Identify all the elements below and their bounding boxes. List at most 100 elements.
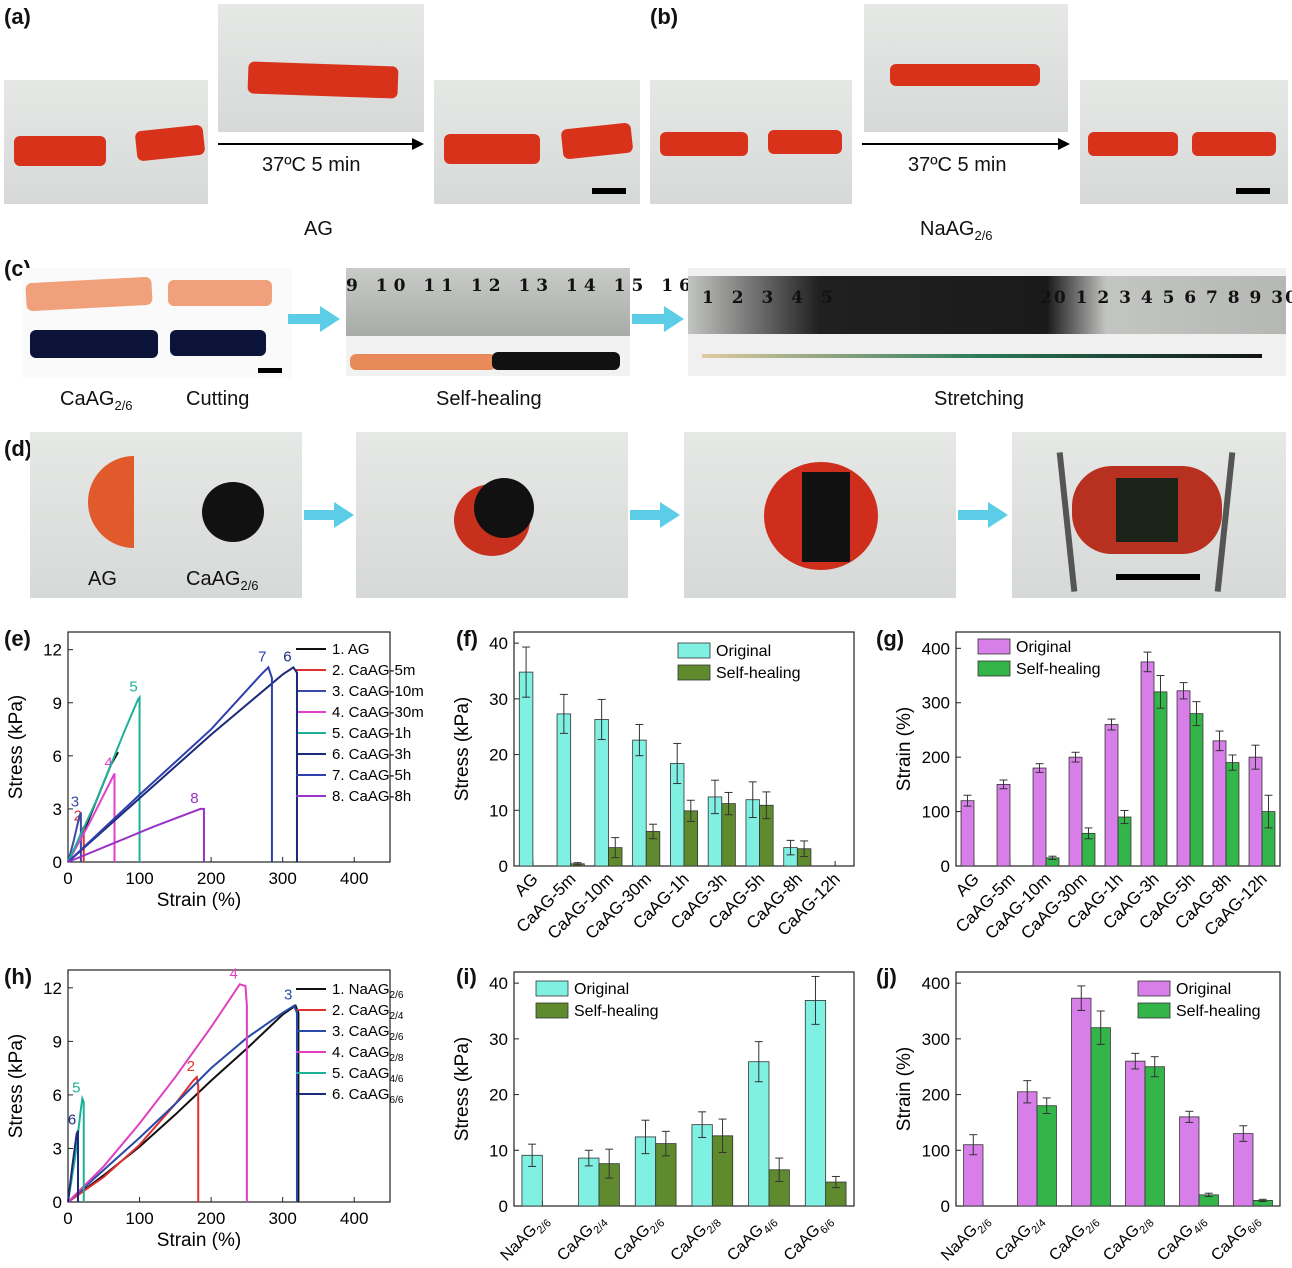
gel-healed [247,61,399,99]
series-line-3 [67,812,82,863]
caption-stretching: Stretching [934,388,1025,410]
series-tag: 3 [71,793,79,810]
legend-label: 4. CaAG2/8 [332,1044,404,1064]
gel-orange-piece [168,280,272,306]
y-tick-label: 0 [941,857,950,876]
series-line-6 [67,666,298,863]
y-tick-label: 3 [53,1139,62,1158]
y-tick-label: 40 [489,974,508,993]
bar-original [632,739,647,867]
photo-cutting [22,268,292,378]
y-tick-label: 400 [922,639,950,658]
y-tick-label: 12 [43,641,62,660]
x-category-label: CaAG6/6 [781,1211,837,1267]
legend-label: 5. CaAG4/6 [332,1065,404,1085]
y-axis-label: Strain (%) [894,707,915,791]
legend-swatch [677,664,711,681]
legend-label: 4. CaAG-30m [332,704,424,721]
y-tick-label: 10 [489,801,508,820]
y-tick-label: 9 [53,694,62,713]
photo-disc-halves: AG CaAG2/6 [30,432,302,598]
legend-swatch [1137,980,1171,997]
legend-label: 2. CaAG2/4 [332,1002,404,1022]
x-tick-label: 100 [125,1209,153,1228]
photo-naag-result [1080,80,1288,204]
gel-piece [768,130,842,154]
legend-label: 1. AG [332,641,370,658]
gel-half-disc [88,456,134,548]
gel-piece [14,136,106,166]
y-tick-label: 300 [922,694,950,713]
panel-label-g: (g) [876,626,905,651]
bar-original [1179,1116,1200,1207]
x-tick-label: 300 [268,1209,296,1228]
x-category-label: NaAG2/6 [938,1211,994,1267]
photo-naag-healed [864,4,1068,132]
y-tick-label: 20 [489,1086,508,1105]
x-tick-label: 300 [268,869,296,888]
photo-ag-cut [4,80,208,204]
caption-ag: AG [88,568,117,590]
gel-piece [560,122,634,160]
caption-caag: CaAG2/6 [60,388,133,413]
legend-label: Self-healing [1176,1003,1261,1020]
plot-frame [67,969,391,1203]
legend-label: 5. CaAG-1h [332,725,411,742]
x-category-label: CaAG6/6 [1208,1211,1264,1267]
legend-label: Self-healing [1016,661,1101,678]
y-tick-label: 0 [53,1193,62,1212]
y-tick-label: 30 [489,690,508,709]
series-tag: 2 [74,808,82,825]
x-category-label: CaAG2/4 [992,1211,1048,1267]
legend-label: 8. CaAG-8h [332,788,411,805]
series-line-4 [67,773,116,863]
ruler: 9 10 11 12 13 14 15 16 17 18 [346,268,786,336]
y-tick-label: 6 [53,1086,62,1105]
caption-self-healing: Self-healing [436,388,542,410]
series-tag: 5 [72,1079,80,1096]
bar-original [1212,740,1227,867]
legend-label: Self-healing [574,1003,659,1020]
y-tick-label: 40 [489,634,508,653]
bar-original [1017,1091,1038,1207]
panel-label-i: (i) [456,964,477,989]
legend-label: 6. CaAG-3h [332,746,411,763]
y-tick-label: 3 [53,800,62,819]
gel-piece [1088,132,1178,156]
legend-label: 6. CaAG6/6 [332,1086,404,1106]
cyan-arrow [632,306,684,332]
series-line-1 [67,1004,300,1203]
panel-label-d: (d) [4,436,33,461]
bar-original [1068,756,1083,867]
scale-bar [592,188,626,194]
x-category-label: CaAG2/6 [1046,1211,1102,1267]
plot-frame [955,971,1281,1207]
bar-original [556,713,572,867]
y-tick-label: 200 [922,748,950,767]
y-axis-label: Stress (kPa) [6,1034,27,1139]
bar-original [1140,661,1155,867]
y-axis-label: Stress (kPa) [452,697,473,802]
series-tag: 4 [104,755,112,772]
scale-bar [1236,188,1270,194]
gel-dark-center [802,472,850,562]
x-tick-label: 400 [340,1209,368,1228]
x-category-label: CaAG4/6 [1154,1211,1210,1267]
series-line-5 [67,694,141,863]
legend-swatch [977,638,1011,655]
y-tick-label: 30 [489,1030,508,1049]
bar-self-healing [1189,713,1204,867]
series-tag: 2 [187,1058,195,1075]
bar-original [1104,724,1119,867]
cyan-arrow [630,502,680,528]
caption-caag: CaAG2/6 [186,568,259,593]
legend-label: 7. CaAG-5h [332,767,411,784]
series-tag: 5 [129,678,137,695]
photo-ag-healed [218,4,424,132]
bar-original [804,1000,827,1207]
plot-frame [513,971,855,1207]
y-tick-label: 0 [499,1197,508,1216]
plot-frame [67,631,391,863]
